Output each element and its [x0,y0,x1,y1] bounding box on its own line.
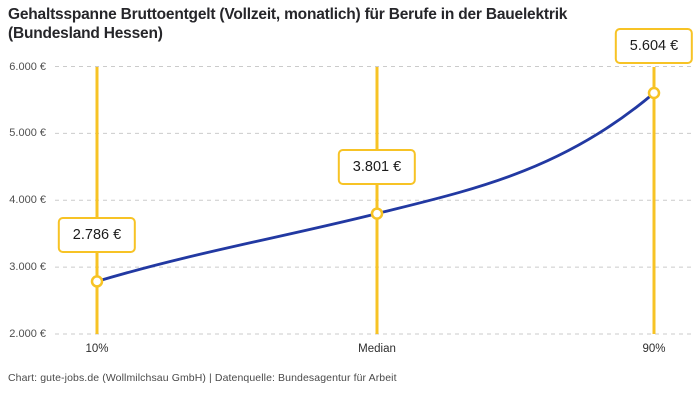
x-axis-tick-label: Median [358,343,396,355]
y-axis-tick-label: 4.000 € [9,194,46,207]
data-point [647,86,661,100]
chart-title-line2: (Bundesland Hessen) [8,25,163,42]
chart-title: Gehaltsspanne Bruttoentgelt (Vollzeit, m… [8,5,668,43]
y-axis-tick-label: 3.000 € [9,261,46,274]
data-point [90,275,104,288]
y-axis-tick-label: 6.000 € [9,60,46,73]
y-axis-tick-label: 5.000 € [9,127,46,140]
value-label-box: 3.801 € [337,149,417,186]
x-axis-tick-label: 90% [642,343,666,355]
value-label-box: 5.604 € [614,28,694,65]
x-axis-tick-label: 10% [85,343,109,355]
chart-title-line1: Gehaltsspanne Bruttoentgelt (Vollzeit, m… [8,6,568,23]
chart-footer: Chart: gute-jobs.de (Wollmilchsau GmbH) … [8,372,397,384]
data-point [370,207,384,220]
value-label-box: 2.786 € [57,216,137,253]
y-axis-tick-label: 2.000 € [9,328,46,340]
